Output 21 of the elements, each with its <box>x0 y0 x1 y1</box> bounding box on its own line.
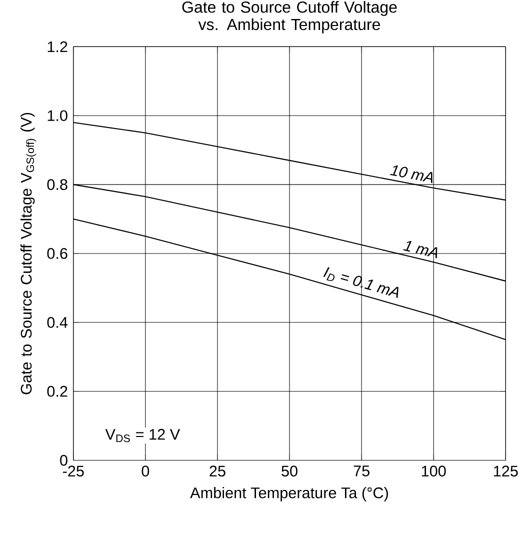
x-tick-label: 75 <box>354 466 370 476</box>
y-tick-label: 0.8 <box>47 179 68 190</box>
x-tick-label: 0 <box>142 466 150 477</box>
x-axis-title: Ambient Temperature Ta (°C) <box>190 487 388 502</box>
y-tick-label: 1.2 <box>48 41 68 52</box>
y-tick-label: 0.6 <box>47 248 68 259</box>
text: 10 mA <box>390 165 432 184</box>
y-tick-label: 0.2 <box>47 386 68 397</box>
y-tick-label: 0 <box>60 454 68 466</box>
text: 1 mA <box>403 241 438 258</box>
x-tick-label: 25 <box>210 466 226 477</box>
x-tick-label: -25 <box>62 466 84 477</box>
y-axis-title: Gate to Source Cutoff Voltage V$_{GS(off)}$ (V) <box>20 112 36 394</box>
chart-title: Gate to Source Cutoff Voltage vs. Ambient Temperature <box>182 1 397 34</box>
annotation: V$_{DS}$ = 12 V <box>105 428 180 442</box>
x-tick-label: 125 <box>494 466 518 477</box>
x-tick-label: 50 <box>282 466 298 477</box>
y-tick-label: 1.0 <box>48 110 68 122</box>
x-tick-label: 100 <box>422 466 446 477</box>
y-tick-label: 0.4 <box>47 316 68 328</box>
text: I$_{D}$ = 0.1 mA <box>323 267 398 298</box>
